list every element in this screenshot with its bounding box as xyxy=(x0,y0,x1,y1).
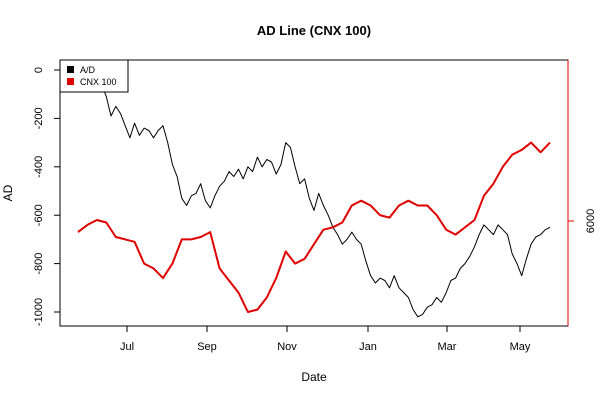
legend-swatch-cnx100 xyxy=(67,78,74,85)
y-tick-label-left: -200 xyxy=(33,107,45,129)
legend-label-cnx100: CNX 100 xyxy=(80,77,117,87)
x-axis-label: Date xyxy=(301,370,327,384)
legend-box xyxy=(59,59,129,93)
y-tick-label-left: -600 xyxy=(33,204,45,226)
series-line-ad xyxy=(77,66,551,318)
x-tick-label: Jul xyxy=(120,341,134,353)
x-tick-label: Jan xyxy=(359,341,377,353)
x-tick-label: Sep xyxy=(197,341,217,353)
legend-swatch-ad xyxy=(67,66,74,73)
x-tick-label: Nov xyxy=(277,341,297,353)
plot-area-frame xyxy=(59,59,569,327)
x-tick-label: Mar xyxy=(438,341,457,353)
y-tick-label-right: 6000 xyxy=(585,209,597,233)
axes: 0 -200 -400 -600 -800 -1000 6000 Jul Sep Nov Jan Ma… xyxy=(33,60,597,353)
series-line-cnx100 xyxy=(77,141,551,313)
legend: A/D CNX 100 xyxy=(59,59,129,93)
plot-lines xyxy=(77,66,551,318)
y-tick-label-left: -800 xyxy=(33,253,45,275)
y-tick-label-left: 0 xyxy=(33,67,45,73)
x-tick-label: May xyxy=(510,341,531,353)
y-tick-label-left: -400 xyxy=(33,156,45,178)
legend-label-ad: A/D xyxy=(80,65,96,75)
chart-title: AD Line (CNX 100) xyxy=(257,23,371,38)
y-tick-label-left: -1000 xyxy=(33,298,45,326)
y-axis-label-left: AD xyxy=(1,184,15,201)
